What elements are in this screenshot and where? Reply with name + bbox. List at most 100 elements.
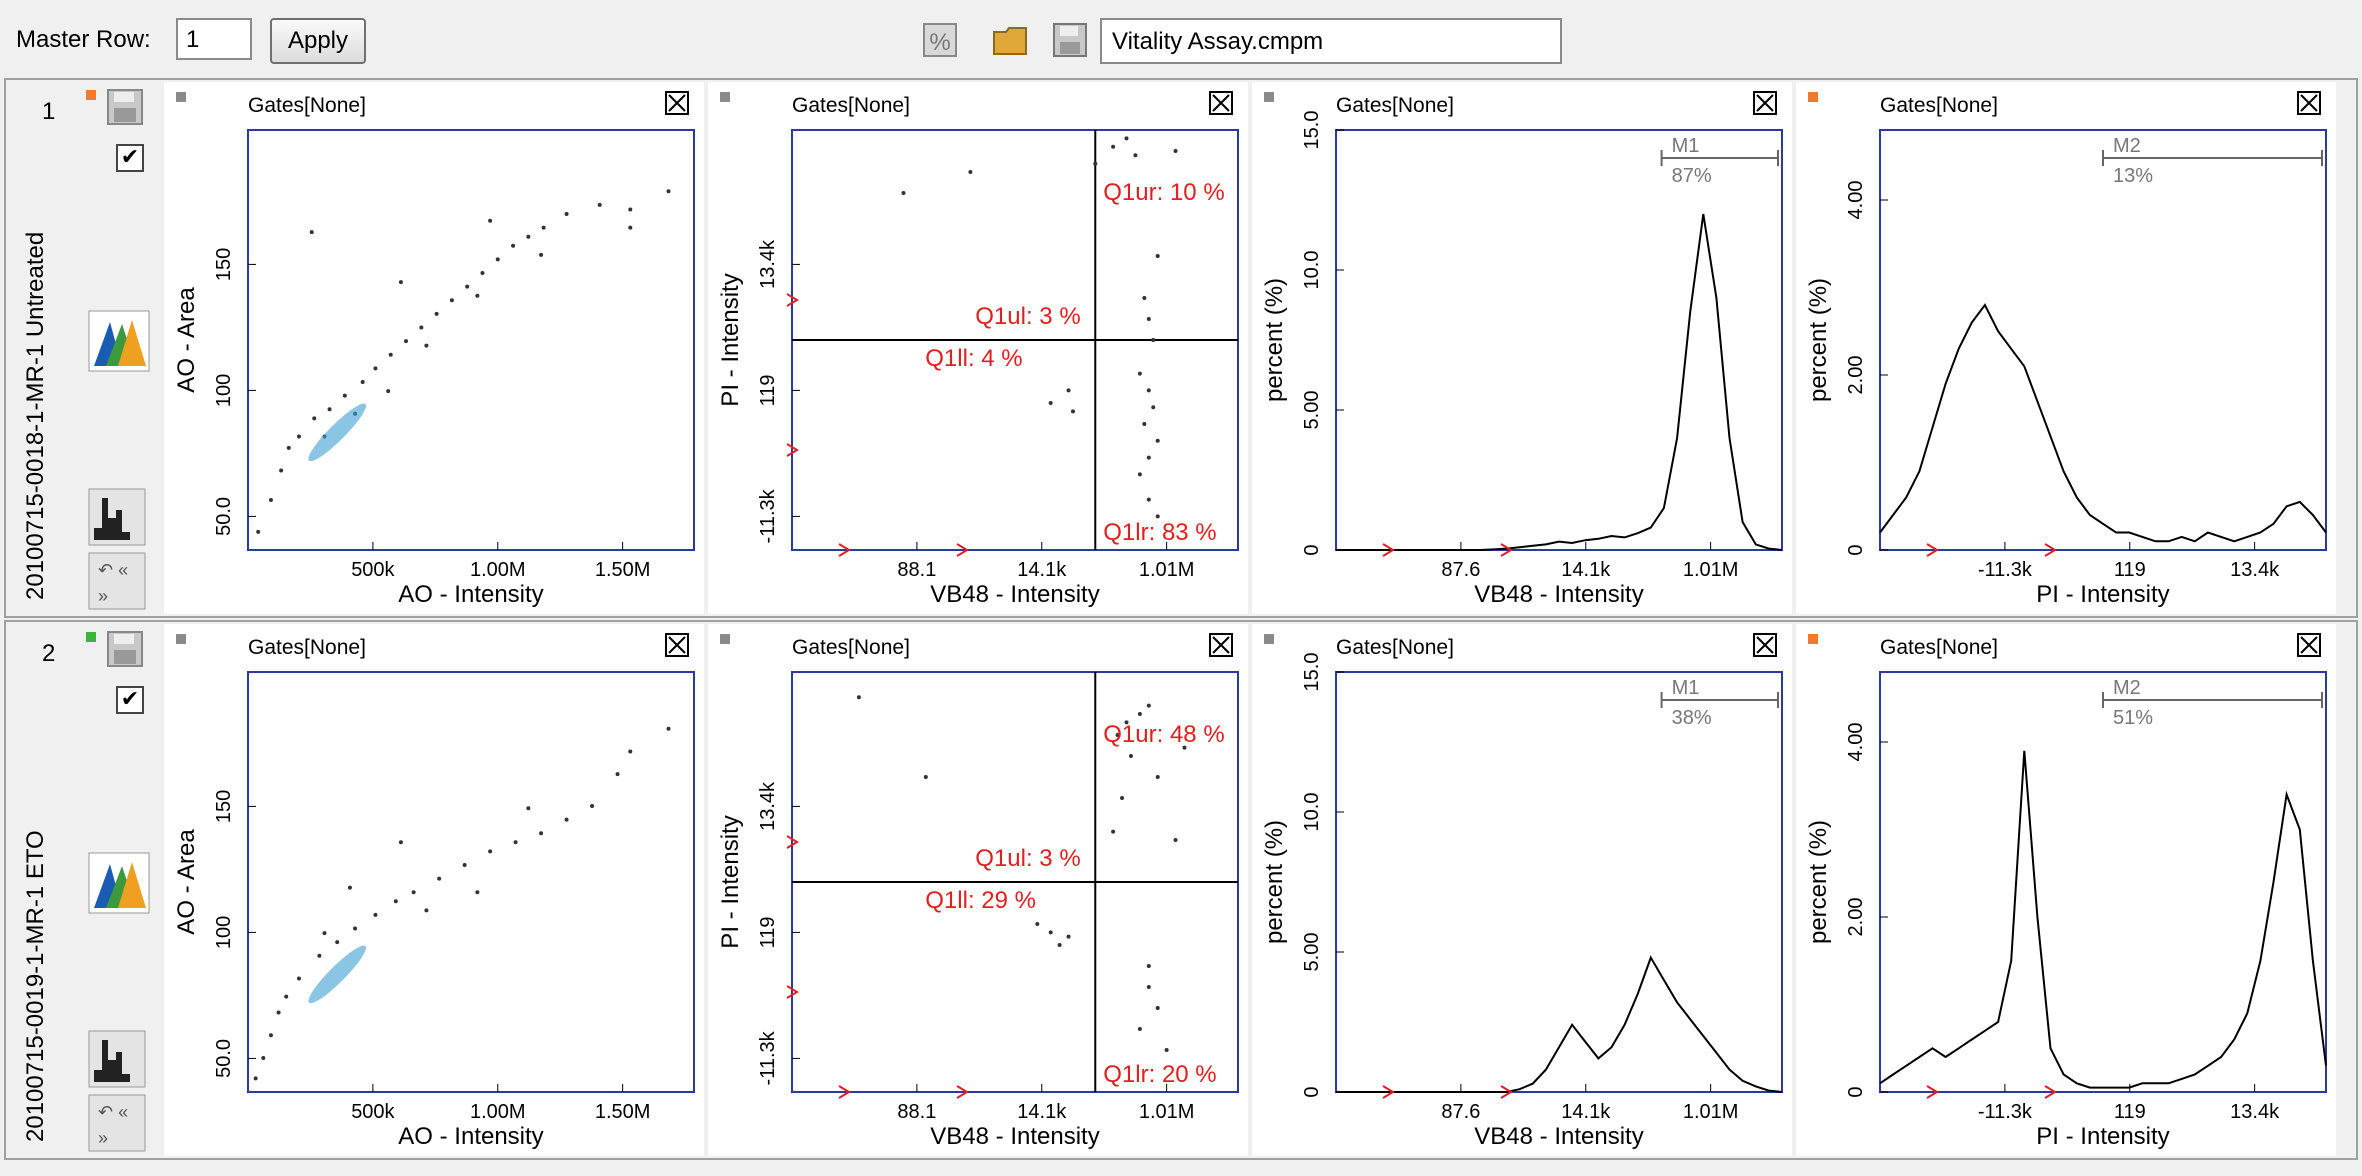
- y-tick-label: 5.00: [1301, 391, 1323, 430]
- histogram-icon[interactable]: [88, 1030, 146, 1093]
- row-enable-checkbox[interactable]: ✔: [116, 686, 144, 714]
- row-save-icon[interactable]: [106, 630, 146, 675]
- data-point: [1115, 733, 1120, 737]
- apply-button[interactable]: Apply: [270, 18, 366, 64]
- plot-svg[interactable]: Gates[None] VB48 - Intensity PI - Intensit…: [708, 82, 1248, 614]
- axis-marker: [838, 1085, 851, 1099]
- overlay-histogram-icon[interactable]: [88, 310, 150, 377]
- row-header: 2 ✔ 20100715-0019-1-MR-1 ETO ↶ « »: [6, 622, 158, 1158]
- data-point: [1151, 338, 1156, 342]
- plot-svg[interactable]: Gates[None] PI - Intensity percent (%) -11.…: [1796, 82, 2336, 614]
- plot-svg[interactable]: Gates[None] AO - Intensity AO - Area 500k 1.…: [164, 82, 704, 614]
- plot-svg[interactable]: Gates[None] VB48 - Intensity percent (%) 87…: [1252, 624, 1792, 1156]
- data-point: [398, 840, 403, 845]
- close-icon[interactable]: [1209, 633, 1233, 657]
- row-enable-checkbox[interactable]: ✔: [116, 144, 144, 172]
- gate-label: Gates[None]: [248, 636, 366, 659]
- plot-panel[interactable]: Gates[None] VB48 - Intensity PI - Intensit…: [708, 624, 1248, 1156]
- data-point: [286, 445, 291, 450]
- plot-area[interactable]: [1335, 129, 1783, 551]
- quadrant-label: Q1ul: 3 %: [975, 303, 1080, 330]
- data-point: [1155, 254, 1160, 258]
- data-point: [1137, 712, 1142, 716]
- close-icon[interactable]: [1753, 91, 1777, 115]
- open-folder-icon[interactable]: [990, 20, 1030, 60]
- save-icon[interactable]: [1050, 20, 1090, 60]
- y-axis-label: percent (%): [1261, 278, 1288, 402]
- data-point: [628, 207, 633, 212]
- panel-indicator: [1808, 92, 1818, 102]
- data-point: [1146, 703, 1151, 708]
- file-name-field[interactable]: Vitality Assay.cmpm: [1100, 18, 1562, 64]
- panel-indicator: [1264, 92, 1274, 102]
- data-point: [424, 343, 429, 348]
- plot-area[interactable]: [247, 129, 695, 551]
- plot-svg[interactable]: Gates[None] AO - Intensity AO - Area 500k 1.…: [164, 624, 704, 1156]
- data-point: [411, 890, 416, 895]
- plot-panel[interactable]: Gates[None] AO - Intensity AO - Area 500k 1.…: [164, 624, 704, 1156]
- data-point: [1035, 922, 1040, 926]
- panel-indicator: [1808, 634, 1818, 644]
- data-point: [968, 170, 973, 174]
- data-point: [1173, 149, 1178, 153]
- row-save-icon[interactable]: [106, 88, 146, 133]
- y-tick-label: 0: [1845, 544, 1867, 555]
- y-axis-label: AO - Area: [173, 829, 200, 935]
- plot-area[interactable]: [1879, 671, 2327, 1093]
- range-marker[interactable]: [2102, 692, 2323, 708]
- range-marker[interactable]: [1660, 692, 1779, 708]
- close-icon[interactable]: [1209, 91, 1233, 115]
- y-tick-label: -11.3k: [757, 488, 779, 543]
- range-marker[interactable]: [1660, 150, 1779, 166]
- plot-area[interactable]: [1335, 671, 1783, 1093]
- gate-label: Gates[None]: [1336, 94, 1454, 117]
- data-point: [488, 849, 493, 854]
- plot-area[interactable]: [1879, 129, 2327, 551]
- data-point: [590, 803, 595, 808]
- close-icon[interactable]: [1753, 633, 1777, 657]
- data-point: [1120, 796, 1125, 800]
- plot-svg[interactable]: Gates[None] VB48 - Intensity percent (%) 87…: [1252, 82, 1792, 614]
- data-point: [1164, 1048, 1169, 1052]
- histogram-icon[interactable]: [88, 488, 146, 551]
- svg-text:»: »: [98, 1128, 108, 1148]
- plot-panel[interactable]: Gates[None] VB48 - Intensity percent (%) 87…: [1252, 624, 1792, 1156]
- data-point: [279, 468, 284, 473]
- x-axis-label: VB48 - Intensity: [930, 581, 1099, 608]
- plot-panel[interactable]: Gates[None] PI - Intensity percent (%) -11.…: [1796, 82, 2336, 614]
- master-row-input[interactable]: 1: [176, 18, 252, 60]
- plot-panel[interactable]: Gates[None] VB48 - Intensity PI - Intensit…: [708, 82, 1248, 614]
- overlay-histogram-icon[interactable]: [88, 852, 150, 919]
- close-icon[interactable]: [2297, 91, 2321, 115]
- settings-percent-icon[interactable]: %: [920, 20, 960, 60]
- plot-svg[interactable]: Gates[None] VB48 - Intensity PI - Intensit…: [708, 624, 1248, 1156]
- row-controls-icon[interactable]: ↶ « »: [88, 552, 146, 615]
- plot-svg[interactable]: Gates[None] PI - Intensity percent (%) -11.…: [1796, 624, 2336, 1156]
- master-row-label: Master Row:: [16, 26, 151, 53]
- data-point: [1146, 388, 1151, 393]
- range-marker[interactable]: [2102, 150, 2323, 166]
- axis-marker: [786, 835, 799, 849]
- data-point: [539, 831, 544, 836]
- data-point: [1124, 720, 1129, 725]
- quadrant-label: Q1ur: 10 %: [1103, 179, 1224, 206]
- close-icon[interactable]: [2297, 633, 2321, 657]
- panel-indicator: [1264, 634, 1274, 644]
- data-point: [1142, 422, 1147, 426]
- close-icon[interactable]: [665, 633, 689, 657]
- data-point: [511, 243, 516, 248]
- row-header: 1 ✔ 20100715-0018-1-MR-1 Untreated ↶ « »: [6, 80, 158, 616]
- axis-marker: [2044, 543, 2057, 557]
- plot-panel[interactable]: Gates[None] PI - Intensity percent (%) -11.…: [1796, 624, 2336, 1156]
- x-axis-label: VB48 - Intensity: [1474, 1123, 1643, 1150]
- data-point: [1066, 934, 1071, 939]
- close-icon[interactable]: [665, 91, 689, 115]
- x-tick-label: 1.50M: [595, 1101, 651, 1123]
- y-tick-label: 5.00: [1301, 933, 1323, 972]
- plot-panel[interactable]: Gates[None] AO - Intensity AO - Area 500k 1.…: [164, 82, 704, 614]
- plot-panel[interactable]: Gates[None] VB48 - Intensity percent (%) 87…: [1252, 82, 1792, 614]
- data-point: [564, 817, 569, 822]
- plot-area[interactable]: [247, 671, 695, 1093]
- row-controls-icon[interactable]: ↶ « »: [88, 1094, 146, 1157]
- gate-label: Gates[None]: [792, 94, 910, 117]
